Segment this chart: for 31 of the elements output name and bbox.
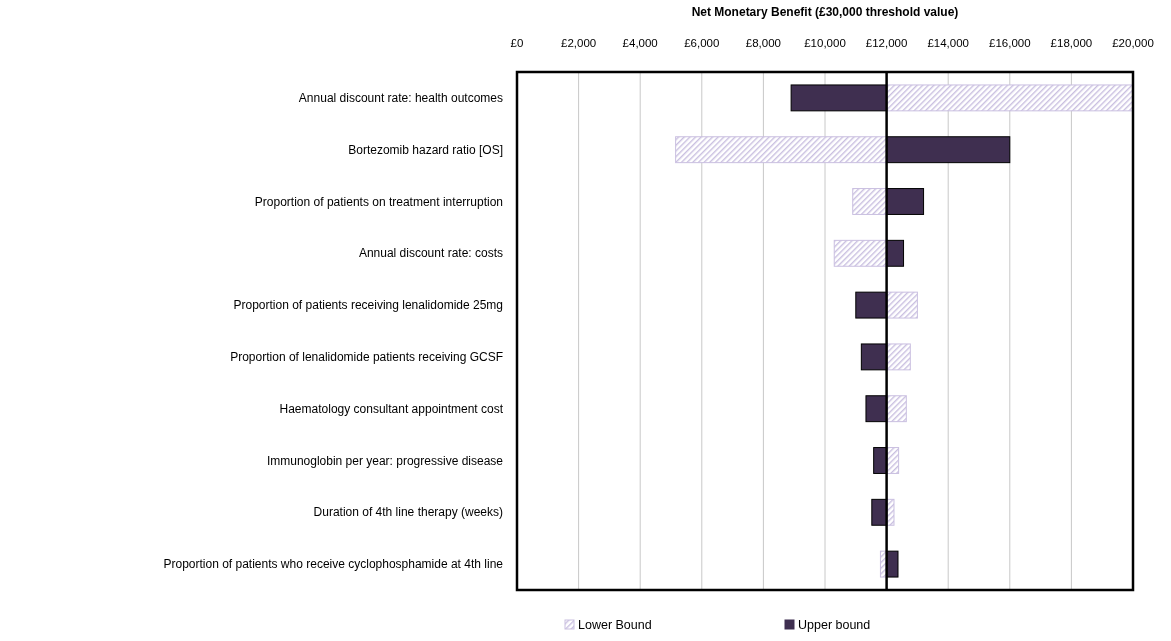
bar [886, 395, 907, 423]
y-tick-label: Haematology consultant appointment cost [279, 401, 504, 416]
x-axis-title: Net Monetary Benefit (£30,000 threshold value) [691, 5, 959, 19]
bar [852, 188, 888, 215]
x-tick-label: £6,000 [684, 37, 720, 49]
bar [675, 136, 888, 164]
x-tick-label: £20,000 [1112, 37, 1154, 49]
x-tick-label: £10,000 [804, 37, 846, 49]
x-tick-label: £4,000 [622, 37, 658, 49]
y-tick-label: Proportion of patients who receive cyclophosphamide at 4th line [163, 557, 504, 572]
x-tick-label: £2,000 [561, 37, 597, 49]
legend-label: Lower Bound [578, 618, 652, 632]
bar [886, 343, 911, 371]
bar [886, 291, 918, 319]
x-tick-label: £16,000 [989, 37, 1031, 49]
x-tick-label: £0 [510, 37, 524, 49]
y-tick-label: Annual discount rate: costs [358, 246, 503, 261]
x-tick-label: £18,000 [1050, 37, 1093, 49]
y-tick-label: Bortezomib hazard ratio [OS] [348, 142, 503, 157]
bar [833, 239, 888, 267]
x-tick-label: £12,000 [865, 37, 908, 49]
x-tick-label: £14,000 [927, 37, 969, 49]
y-tick-label: Proportion of patients receiving lenalidomide 25mg [233, 298, 503, 313]
legend-label: Upper bound [798, 618, 871, 632]
bar [886, 84, 1134, 112]
y-tick-label: Annual discount rate: health outcomes [298, 90, 503, 105]
y-tick-label: Proportion of patients on treatment interruption [254, 194, 503, 209]
y-tick-label: Duration of 4th line therapy (weeks) [313, 505, 503, 520]
y-tick-label: Immunoglobin per year: progressive disease [266, 453, 504, 468]
x-tick-label: £8,000 [745, 37, 781, 49]
y-tick-label: Proportion of lenalidomide patients receiving GCSF [230, 349, 503, 364]
